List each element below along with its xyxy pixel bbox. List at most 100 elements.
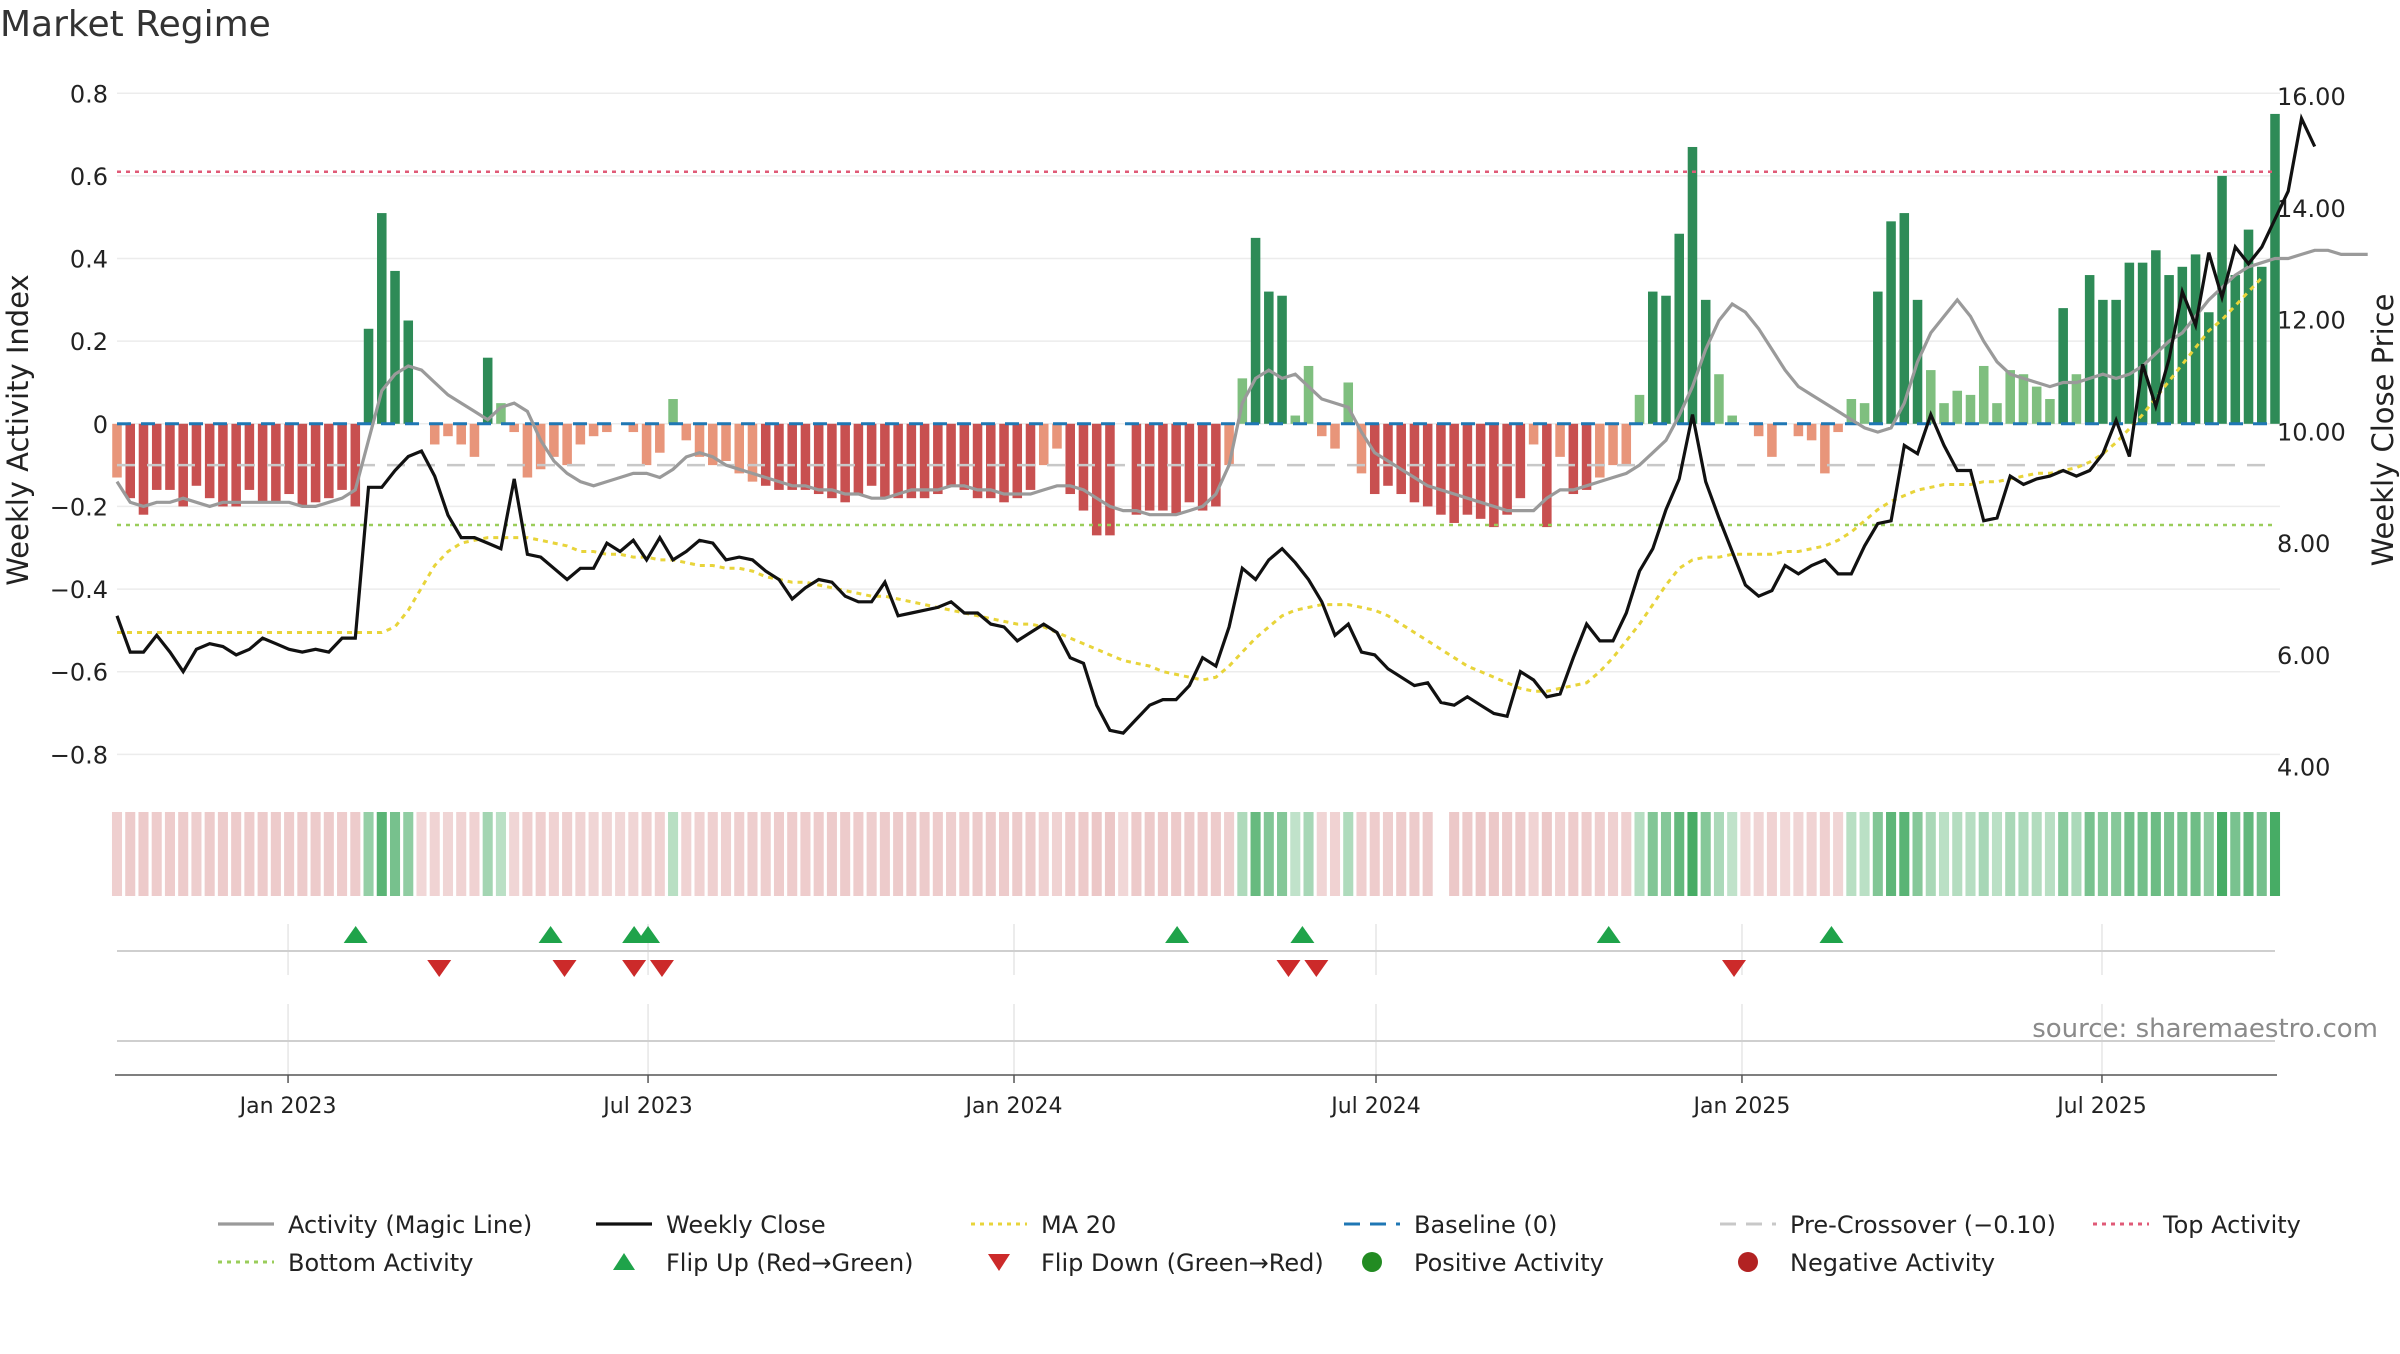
- regime-cell: [1621, 812, 1632, 896]
- y-tick-label: 0.2: [70, 328, 108, 356]
- activity-bar: [2058, 308, 2068, 424]
- regime-cell: [1594, 812, 1605, 896]
- activity-bar: [1542, 423, 1552, 528]
- regime-cell: [231, 812, 242, 896]
- regime-cell: [1965, 812, 1976, 896]
- regime-cell: [1793, 812, 1804, 896]
- regime-cell: [442, 812, 454, 896]
- activity-bar: [549, 423, 559, 457]
- activity-bar: [1131, 423, 1142, 515]
- flip-up-marker: [636, 926, 661, 943]
- weekly-close-line: [115, 113, 2317, 735]
- regime-cell: [270, 812, 281, 896]
- legend-label: Baseline (0): [1414, 1211, 1557, 1239]
- regime-cell: [191, 812, 202, 896]
- regime-cell: [1091, 812, 1102, 896]
- activity-bar: [1078, 423, 1089, 511]
- y2-tick-label: 16.00: [2277, 83, 2346, 111]
- regime-cell: [601, 812, 612, 896]
- activity-bar: [1502, 423, 1512, 515]
- regime-cell: [1012, 812, 1023, 896]
- regime-cell: [654, 812, 665, 896]
- activity-bar: [2071, 374, 2082, 424]
- regime-cell: [217, 812, 228, 896]
- regime-cell: [1488, 812, 1499, 896]
- regime-cell: [2150, 812, 2161, 896]
- regime-cell: [1104, 812, 1115, 896]
- activity-bar: [244, 423, 255, 490]
- regime-cell: [1157, 812, 1168, 896]
- regime-cell: [1833, 812, 1844, 896]
- activity-bar: [721, 423, 731, 461]
- regime-cell: [720, 812, 732, 896]
- activity-bar: [1568, 423, 1579, 495]
- legend-swatch-dot: [1738, 1252, 1758, 1272]
- regime-cell: [1581, 812, 1592, 896]
- regime-cell: [1184, 812, 1195, 896]
- activity-bar: [1753, 423, 1764, 437]
- regime-cell: [562, 812, 573, 896]
- activity-bar: [509, 423, 519, 433]
- activity-bar: [1197, 423, 1208, 511]
- activity-bar: [257, 423, 268, 503]
- regime-cell: [641, 812, 652, 896]
- regime-cell: [1766, 812, 1777, 896]
- activity-bar: [429, 423, 440, 445]
- regime-cell: [310, 812, 321, 896]
- x-tick-label: Jul 2025: [2055, 1094, 2147, 1119]
- regime-cell: [1872, 812, 1883, 896]
- activity-bar: [1859, 403, 1870, 424]
- activity-bar: [1608, 423, 1618, 466]
- regime-cell: [932, 812, 943, 896]
- legend-label: Top Activity: [2162, 1211, 2301, 1239]
- regime-cell: [1912, 812, 1923, 896]
- regime-cell: [1740, 812, 1751, 896]
- activity-bar: [2243, 229, 2254, 424]
- legend-label: Flip Up (Red→Green): [666, 1249, 914, 1277]
- regime-cell: [1899, 812, 1910, 896]
- legend-swatch-tri-up: [613, 1253, 635, 1270]
- activity-bar: [2151, 250, 2161, 424]
- activity-bar: [1793, 423, 1804, 437]
- activity-bar: [668, 399, 678, 424]
- regime-cell: [1303, 812, 1314, 896]
- x-tick-label: Jul 2024: [1329, 1094, 1421, 1119]
- regime-cell: [1886, 812, 1897, 896]
- regime-cell: [615, 812, 626, 896]
- regime-cell: [2097, 812, 2108, 896]
- activity-bar: [708, 423, 718, 466]
- regime-cell: [694, 812, 705, 896]
- legend-item: Bottom Activity: [218, 1249, 473, 1277]
- legend-item: Negative Activity: [1738, 1249, 1995, 1277]
- regime-cell: [668, 812, 679, 896]
- y-tick-label: −0.2: [50, 493, 108, 521]
- activity-bar: [1846, 399, 1857, 424]
- activity-bar: [2137, 262, 2148, 424]
- flip-up-marker: [538, 926, 563, 943]
- regime-cell: [1528, 812, 1539, 896]
- regime-cell: [2230, 812, 2241, 896]
- y-tick-label: 0: [93, 411, 108, 439]
- activity-bar: [2270, 113, 2280, 424]
- regime-cell: [1343, 812, 1354, 896]
- regime-cell: [773, 812, 784, 896]
- y-tick-label: −0.8: [50, 741, 108, 769]
- legend-label: Pre-Crossover (−0.10): [1790, 1211, 2056, 1239]
- regime-cell: [1263, 812, 1274, 896]
- activity-bar: [2256, 266, 2267, 424]
- legend-item: Flip Up (Red→Green): [613, 1249, 914, 1277]
- activity-bar: [813, 423, 824, 495]
- activity-bar: [1965, 394, 1976, 424]
- legend-label: Positive Activity: [1414, 1249, 1604, 1277]
- legend-label: MA 20: [1041, 1211, 1116, 1239]
- activity-bar: [959, 423, 970, 490]
- activity-bar: [1277, 295, 1287, 424]
- activity-bar: [787, 423, 797, 490]
- activity-bar: [2018, 374, 2029, 424]
- regime-cell: [2058, 812, 2069, 896]
- activity-bar: [469, 423, 480, 457]
- regime-cell: [734, 812, 745, 896]
- activity-bar: [204, 423, 215, 499]
- regime-cell: [1118, 812, 1129, 896]
- activity-bar: [456, 423, 466, 445]
